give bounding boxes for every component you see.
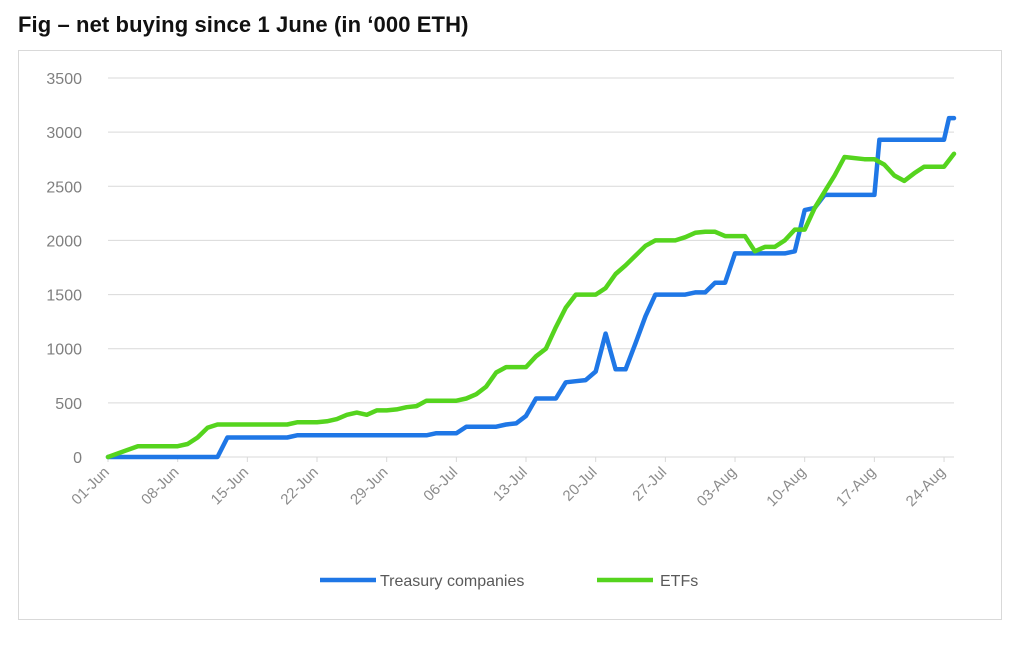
y-tick-label: 500 (55, 396, 82, 413)
y-tick-label: 3500 (46, 71, 82, 88)
legend-label: Treasury companies (380, 573, 524, 590)
y-tick-label: 2500 (46, 179, 82, 196)
y-tick-label: 1000 (46, 342, 82, 359)
x-tick-label: 06-Jul (420, 464, 461, 505)
series-line-etfs (105, 151, 957, 460)
y-axis-ticks: 0 500 1000 1500 2000 2500 3000 3500 (46, 71, 82, 467)
x-tick-label: 10-Aug (763, 464, 809, 510)
x-tick-label: 03-Aug (694, 464, 740, 510)
legend-label: ETFs (660, 573, 698, 590)
series-line-treasury-companies (105, 115, 957, 460)
figure-title: Fig – net buying since 1 June (in ‘000 E… (18, 12, 469, 37)
series-lines (105, 115, 957, 460)
x-tick-label: 15-Jun (208, 464, 252, 508)
x-tick-label: 27-Jul (629, 464, 670, 505)
y-tick-label: 1500 (46, 288, 82, 305)
x-tick-label: 29-Jun (347, 464, 391, 508)
x-tick-label: 22-Jun (277, 464, 321, 508)
x-tick-label: 17-Aug (833, 464, 879, 510)
x-tick-label: 08-Jun (138, 464, 182, 508)
y-tick-label: 2000 (46, 233, 82, 250)
legend: Treasury companies ETFs (320, 573, 698, 590)
y-tick-label: 0 (73, 450, 82, 467)
x-tick-label: 20-Jul (560, 464, 601, 505)
x-tick-label: 24-Aug (903, 464, 949, 510)
x-tick-label: 01-Jun (68, 464, 112, 508)
y-tick-label: 3000 (46, 125, 82, 142)
x-axis-ticks: 01-Jun 08-Jun 15-Jun 22-Jun 29-Jun 06-Jul 13-J… (68, 457, 949, 510)
x-tick-label: 13-Jul (490, 464, 531, 505)
gridlines (108, 77, 954, 458)
chart-frame (18, 50, 1002, 620)
